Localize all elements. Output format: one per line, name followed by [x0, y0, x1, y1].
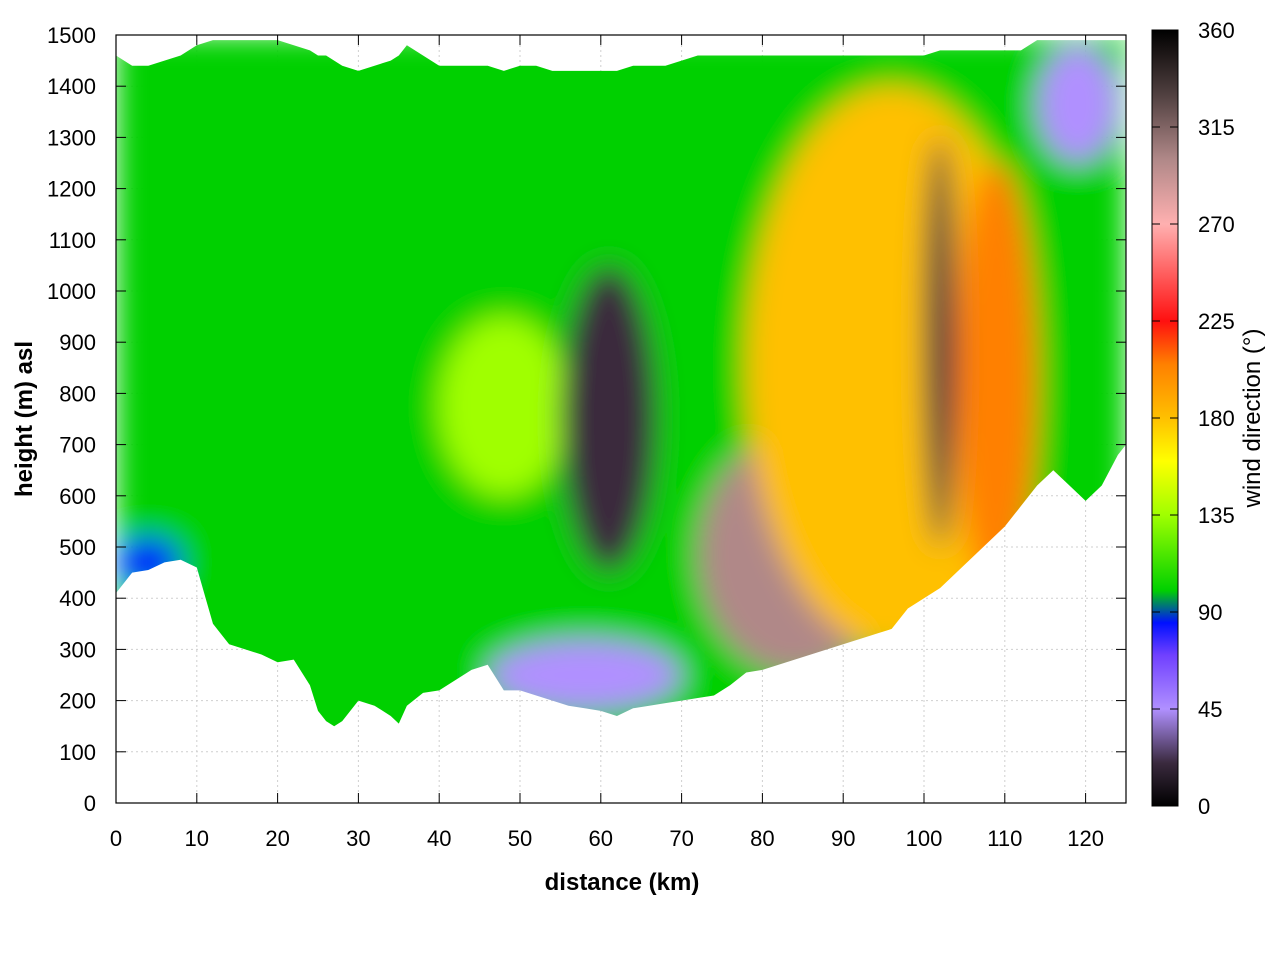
heatmap-region — [924, 137, 957, 547]
colorbar-tick-label: 225 — [1198, 309, 1235, 334]
x-tick-label: 50 — [508, 826, 532, 851]
y-tick-label: 1100 — [49, 228, 96, 253]
x-tick-label: 20 — [265, 826, 289, 851]
y-tick-label: 400 — [59, 586, 96, 611]
x-axis-ticks: 0 10 20 30 40 50 60 70 80 90 100 110 120 — [110, 35, 1104, 851]
x-tick-label: 80 — [750, 826, 774, 851]
colorbar-ticks: 0 45 90 135 180 225 270 315 360 — [1152, 18, 1235, 819]
plot-area: 0 10 20 30 40 50 60 70 80 90 100 110 120 0 100 200 300 4… — [47, 23, 1127, 851]
x-tick-label: 110 — [987, 826, 1022, 851]
y-axis-ticks: 0 100 200 300 400 500 600 700 800 900 1000 1100 1200… — [47, 23, 1126, 816]
x-tick-label: 100 — [906, 826, 943, 851]
heatmap-field — [116, 40, 1126, 727]
x-axis-title: distance (km) — [545, 869, 700, 896]
x-tick-label: 40 — [427, 826, 451, 851]
colorbar-tick-label: 315 — [1198, 115, 1235, 140]
y-tick-label: 1200 — [47, 177, 96, 202]
y-tick-label: 100 — [59, 740, 96, 765]
x-tick-label: 0 — [110, 826, 122, 851]
plot-frame — [115, 34, 1127, 804]
y-tick-label: 1300 — [47, 125, 96, 150]
y-tick-label: 800 — [59, 381, 96, 406]
y-tick-label: 700 — [59, 433, 96, 458]
colorbar-tick-label: 180 — [1198, 406, 1235, 431]
heatmap-region — [1037, 45, 1118, 163]
heatmap-region — [560, 265, 658, 573]
x-tick-label: 60 — [589, 826, 613, 851]
x-tick-label: 30 — [346, 826, 370, 851]
colorbar-title: wind direction (°) — [1239, 329, 1266, 509]
heatmap-region — [956, 163, 1038, 599]
heatmap-region — [439, 316, 569, 496]
y-tick-label: 1400 — [47, 74, 96, 99]
x-tick-label: 120 — [1067, 826, 1104, 851]
colorbar-tick-label: 135 — [1198, 503, 1235, 528]
y-tick-label: 300 — [59, 637, 96, 662]
y-tick-label: 500 — [59, 535, 96, 560]
heatmap-region — [487, 639, 682, 711]
colorbar-tick-label: 360 — [1198, 18, 1235, 43]
y-axis-title: height (m) asl — [11, 341, 38, 497]
colorbar-tick-label: 90 — [1198, 600, 1222, 625]
colorbar-tick-label: 270 — [1198, 212, 1235, 237]
colorbar: 0 45 90 135 180 225 270 315 360 wind direction (… — [1151, 18, 1266, 819]
y-tick-label: 600 — [59, 484, 96, 509]
x-tick-label: 70 — [669, 826, 693, 851]
y-tick-label: 900 — [59, 330, 96, 355]
x-tick-label: 90 — [831, 826, 855, 851]
y-tick-label: 0 — [84, 791, 96, 816]
y-tick-label: 200 — [59, 689, 96, 714]
colorbar-tick-label: 0 — [1198, 794, 1210, 819]
y-tick-label: 1000 — [47, 279, 96, 304]
y-tick-label: 1500 — [47, 23, 96, 48]
x-tick-label: 10 — [185, 826, 209, 851]
colorbar-tick-label: 45 — [1198, 697, 1222, 722]
